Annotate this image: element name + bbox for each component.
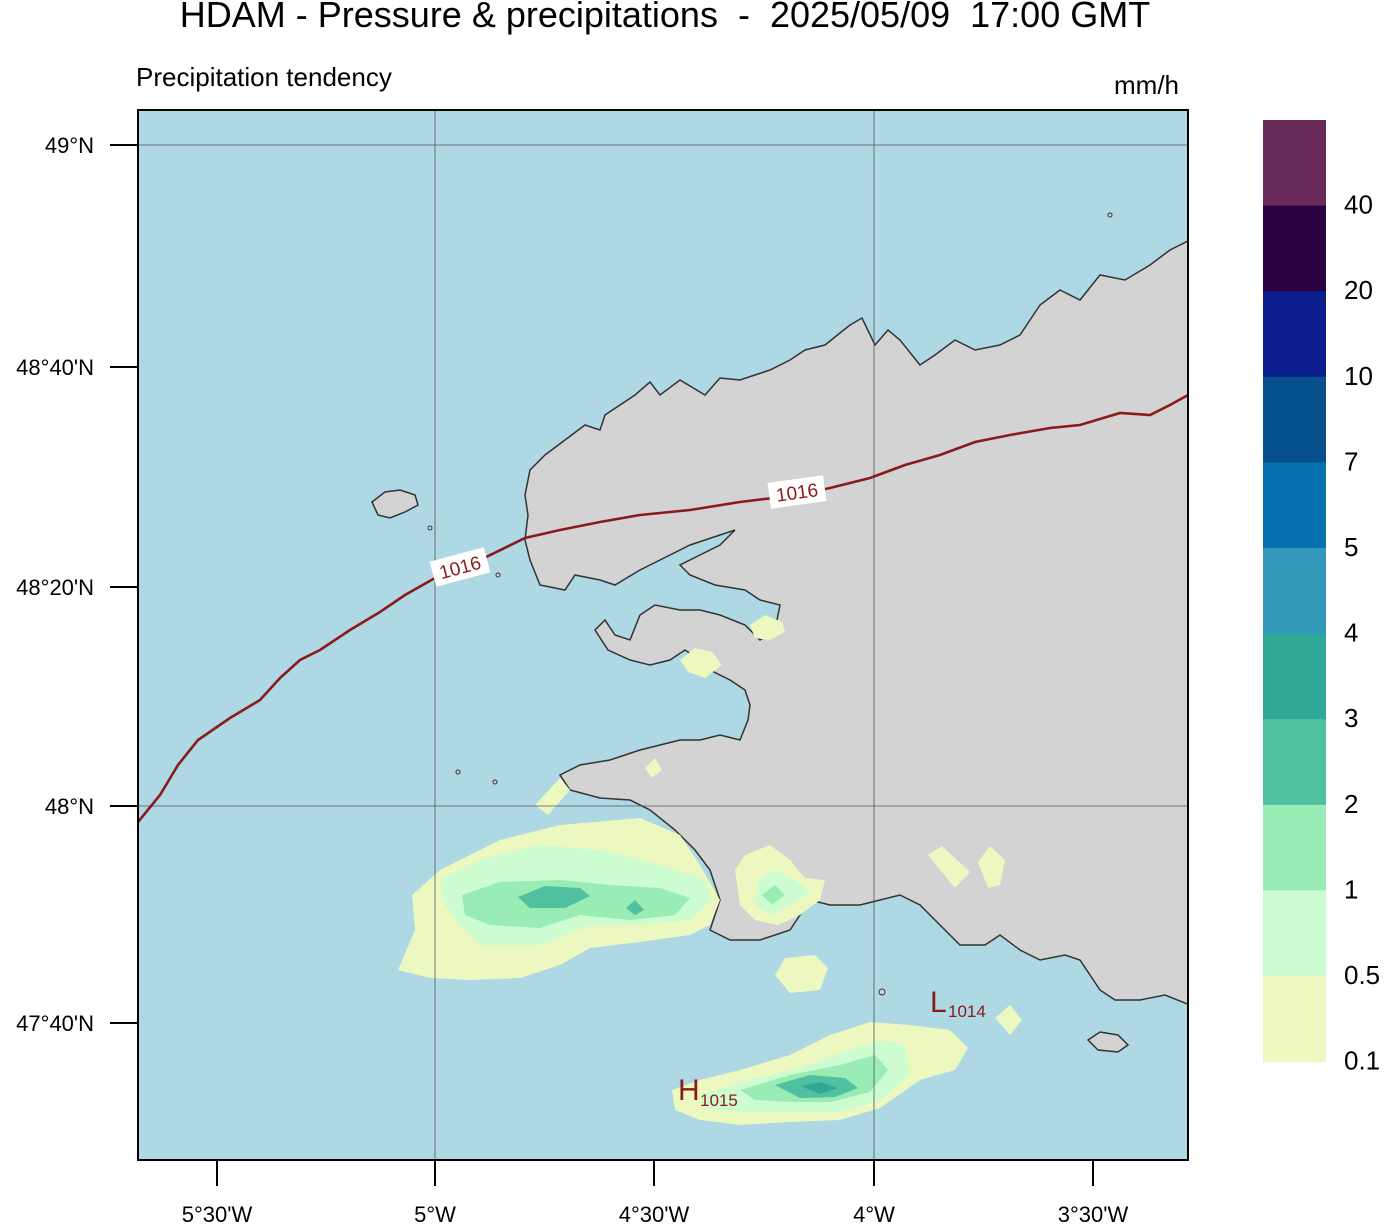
legend-label: 0.1 bbox=[1344, 1046, 1380, 1076]
map-subtitle: Precipitation tendency bbox=[136, 62, 392, 92]
lat-label-48-20n: 48°20'N bbox=[16, 575, 94, 600]
islet bbox=[455, 769, 461, 775]
legend-label: 3 bbox=[1344, 703, 1358, 733]
svg-text:L: L bbox=[930, 986, 947, 1019]
longitude-labels: 5°30'W 5°W 4°30'W 4°W 3°30'W bbox=[182, 1202, 1129, 1225]
islet bbox=[492, 779, 498, 785]
legend-label: 2 bbox=[1344, 789, 1358, 819]
lon-label-5-30w: 5°30'W bbox=[182, 1202, 253, 1225]
map-frame bbox=[137, 109, 1189, 1161]
legend-swatch bbox=[1263, 205, 1326, 292]
precip-legend: 40 20 10 7 5 4 3 2 1 0.5 0.1 bbox=[1263, 120, 1380, 1076]
low-pressure-center: L 1014 bbox=[930, 986, 986, 1021]
lon-label-3-30w: 3°30'W bbox=[1058, 1202, 1129, 1225]
legend-label: 1 bbox=[1344, 874, 1358, 904]
svg-text:1015: 1015 bbox=[700, 1091, 738, 1110]
legend-swatch bbox=[1263, 548, 1326, 635]
units-label: mm/h bbox=[1114, 70, 1179, 100]
isobar-label-2: 1016 bbox=[767, 475, 827, 509]
legend-swatch bbox=[1263, 804, 1326, 891]
high-pressure-center: H 1015 bbox=[678, 1074, 738, 1110]
islet bbox=[878, 988, 886, 996]
isobar-1016 bbox=[138, 393, 1188, 823]
legend-swatch bbox=[1263, 719, 1326, 806]
latitude-labels: 49°N 48°40'N 48°20'N 48°N 47°40'N bbox=[16, 133, 94, 1036]
legend-swatch bbox=[1263, 633, 1326, 720]
axis-ticks bbox=[110, 144, 1094, 1186]
svg-text:H: H bbox=[678, 1074, 700, 1107]
legend-swatch bbox=[1263, 376, 1326, 463]
isobar-label-1: 1016 bbox=[429, 547, 491, 587]
islet bbox=[495, 572, 501, 578]
lat-label-47-40n: 47°40'N bbox=[16, 1011, 94, 1036]
islet bbox=[427, 525, 433, 531]
legend-swatch bbox=[1263, 976, 1326, 1063]
svg-text:1014: 1014 bbox=[948, 1002, 986, 1021]
lon-label-4-30w: 4°30'W bbox=[619, 1202, 690, 1225]
legend-label: 20 bbox=[1344, 275, 1373, 305]
islet bbox=[1107, 212, 1113, 218]
legend-swatch bbox=[1263, 120, 1326, 207]
lat-label-48-40n: 48°40'N bbox=[16, 355, 94, 380]
precipitation-field bbox=[398, 615, 1022, 1125]
legend-label: 7 bbox=[1344, 446, 1358, 476]
legend-swatch bbox=[1263, 462, 1326, 549]
graticule bbox=[138, 110, 1188, 1160]
legend-label: 40 bbox=[1344, 190, 1373, 220]
lon-label-4w: 4°W bbox=[853, 1202, 895, 1225]
legend-swatch bbox=[1263, 291, 1326, 378]
legend-swatch bbox=[1263, 890, 1326, 977]
lon-label-5w: 5°W bbox=[414, 1202, 456, 1225]
legend-label: 0.5 bbox=[1344, 960, 1380, 990]
map-title: HDAM - Pressure & precipitations - 2025/… bbox=[179, 0, 1151, 35]
lat-label-48n: 48°N bbox=[45, 794, 94, 819]
ouessant-island bbox=[371, 489, 419, 519]
legend-label: 10 bbox=[1344, 361, 1373, 391]
glenan-island bbox=[1086, 1031, 1130, 1053]
legend-label: 4 bbox=[1344, 618, 1358, 648]
legend-label: 5 bbox=[1344, 532, 1358, 562]
lat-label-49n: 49°N bbox=[45, 133, 94, 158]
